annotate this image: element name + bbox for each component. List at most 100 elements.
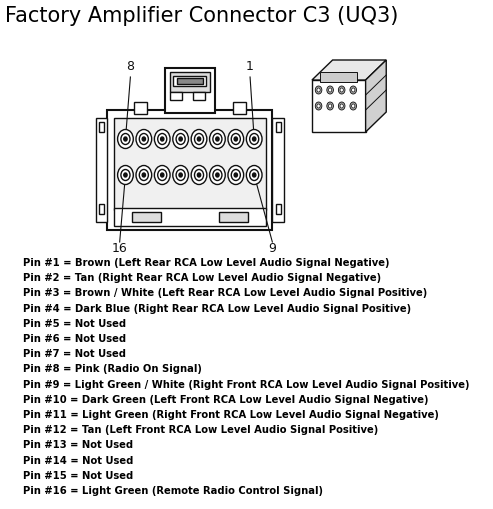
Text: Pin #3 = Brown / White (Left Rear RCA Low Level Audio Signal Positive): Pin #3 = Brown / White (Left Rear RCA Lo…: [23, 289, 427, 298]
Text: Pin #6 = Not Used: Pin #6 = Not Used: [23, 334, 126, 344]
Bar: [174, 76, 207, 86]
Bar: [132, 212, 161, 222]
Circle shape: [249, 133, 259, 145]
Circle shape: [140, 169, 148, 181]
Text: Pin #7 = Not Used: Pin #7 = Not Used: [23, 349, 126, 359]
Circle shape: [340, 104, 343, 108]
Circle shape: [118, 129, 133, 149]
Bar: [114, 118, 266, 210]
Polygon shape: [312, 60, 386, 80]
Circle shape: [213, 169, 222, 181]
Circle shape: [213, 133, 222, 145]
Circle shape: [142, 137, 145, 141]
Circle shape: [210, 129, 225, 149]
Circle shape: [315, 86, 322, 94]
Circle shape: [327, 86, 333, 94]
Circle shape: [158, 169, 167, 181]
Text: Pin #2 = Tan (Right Rear RCA Low Level Audio Signal Negative): Pin #2 = Tan (Right Rear RCA Low Level A…: [23, 273, 381, 283]
Circle shape: [231, 133, 241, 145]
Bar: [99, 122, 104, 132]
Bar: [165, 68, 214, 113]
Circle shape: [317, 88, 320, 92]
Text: 8: 8: [126, 60, 135, 73]
Circle shape: [197, 173, 201, 177]
Circle shape: [350, 86, 356, 94]
Circle shape: [121, 133, 130, 145]
Bar: [312, 80, 366, 132]
Bar: [99, 204, 104, 214]
Circle shape: [173, 129, 188, 149]
Circle shape: [234, 173, 238, 177]
Circle shape: [234, 137, 238, 141]
Text: Pin #11 = Light Green (Right Front RCA Low Level Audio Signal Negative): Pin #11 = Light Green (Right Front RCA L…: [23, 410, 439, 420]
Circle shape: [140, 133, 148, 145]
Circle shape: [136, 129, 152, 149]
Bar: [107, 110, 272, 230]
Circle shape: [136, 165, 152, 184]
Text: Pin #1 = Brown (Left Rear RCA Low Level Audio Signal Negative): Pin #1 = Brown (Left Rear RCA Low Level …: [23, 258, 389, 268]
Text: Pin #16 = Light Green (Remote Radio Control Signal): Pin #16 = Light Green (Remote Radio Cont…: [23, 486, 323, 496]
Circle shape: [246, 165, 262, 184]
Circle shape: [197, 137, 201, 141]
Polygon shape: [366, 60, 386, 132]
Bar: [170, 92, 181, 100]
Circle shape: [338, 86, 345, 94]
Circle shape: [340, 88, 343, 92]
Circle shape: [216, 173, 219, 177]
Bar: [176, 78, 203, 84]
Text: Pin #15 = Not Used: Pin #15 = Not Used: [23, 471, 134, 481]
Bar: [219, 212, 247, 222]
Circle shape: [352, 104, 355, 108]
Circle shape: [194, 169, 204, 181]
Bar: [193, 92, 205, 100]
Circle shape: [216, 137, 219, 141]
Circle shape: [124, 173, 127, 177]
Bar: [276, 122, 281, 132]
Circle shape: [246, 129, 262, 149]
Text: Pin #12 = Tan (Left Front RCA Low Level Audio Signal Positive): Pin #12 = Tan (Left Front RCA Low Level …: [23, 425, 378, 435]
Circle shape: [228, 129, 244, 149]
Circle shape: [158, 133, 167, 145]
Circle shape: [124, 137, 127, 141]
Circle shape: [249, 169, 259, 181]
Text: 9: 9: [268, 242, 276, 255]
Circle shape: [121, 169, 130, 181]
Bar: [114, 208, 266, 226]
Text: Pin #14 = Not Used: Pin #14 = Not Used: [23, 456, 134, 466]
Bar: [96, 118, 107, 222]
Text: Pin #8 = Pink (Radio On Signal): Pin #8 = Pink (Radio On Signal): [23, 364, 202, 375]
Circle shape: [154, 165, 170, 184]
Circle shape: [142, 173, 145, 177]
Circle shape: [350, 102, 356, 110]
Circle shape: [210, 165, 225, 184]
Circle shape: [191, 129, 207, 149]
Circle shape: [118, 165, 133, 184]
Text: Pin #13 = Not Used: Pin #13 = Not Used: [23, 440, 133, 450]
Bar: [320, 72, 357, 82]
Bar: [233, 102, 246, 114]
Text: Pin #5 = Not Used: Pin #5 = Not Used: [23, 319, 126, 329]
Circle shape: [161, 137, 164, 141]
Circle shape: [317, 104, 320, 108]
Circle shape: [191, 165, 207, 184]
Circle shape: [154, 129, 170, 149]
Circle shape: [315, 102, 322, 110]
Circle shape: [173, 165, 188, 184]
Circle shape: [194, 133, 204, 145]
Circle shape: [352, 88, 355, 92]
Circle shape: [328, 88, 332, 92]
Circle shape: [179, 137, 182, 141]
Circle shape: [328, 104, 332, 108]
Circle shape: [338, 102, 345, 110]
Circle shape: [252, 173, 256, 177]
Circle shape: [176, 133, 185, 145]
Circle shape: [252, 137, 256, 141]
Bar: [272, 118, 284, 222]
Bar: [134, 102, 147, 114]
Circle shape: [231, 169, 241, 181]
Text: Pin #10 = Dark Green (Left Front RCA Low Level Audio Signal Negative): Pin #10 = Dark Green (Left Front RCA Low…: [23, 395, 428, 405]
Text: Pin #4 = Dark Blue (Right Rear RCA Low Level Audio Signal Positive): Pin #4 = Dark Blue (Right Rear RCA Low L…: [23, 303, 411, 314]
Circle shape: [327, 102, 333, 110]
Bar: [276, 204, 281, 214]
Circle shape: [228, 165, 244, 184]
